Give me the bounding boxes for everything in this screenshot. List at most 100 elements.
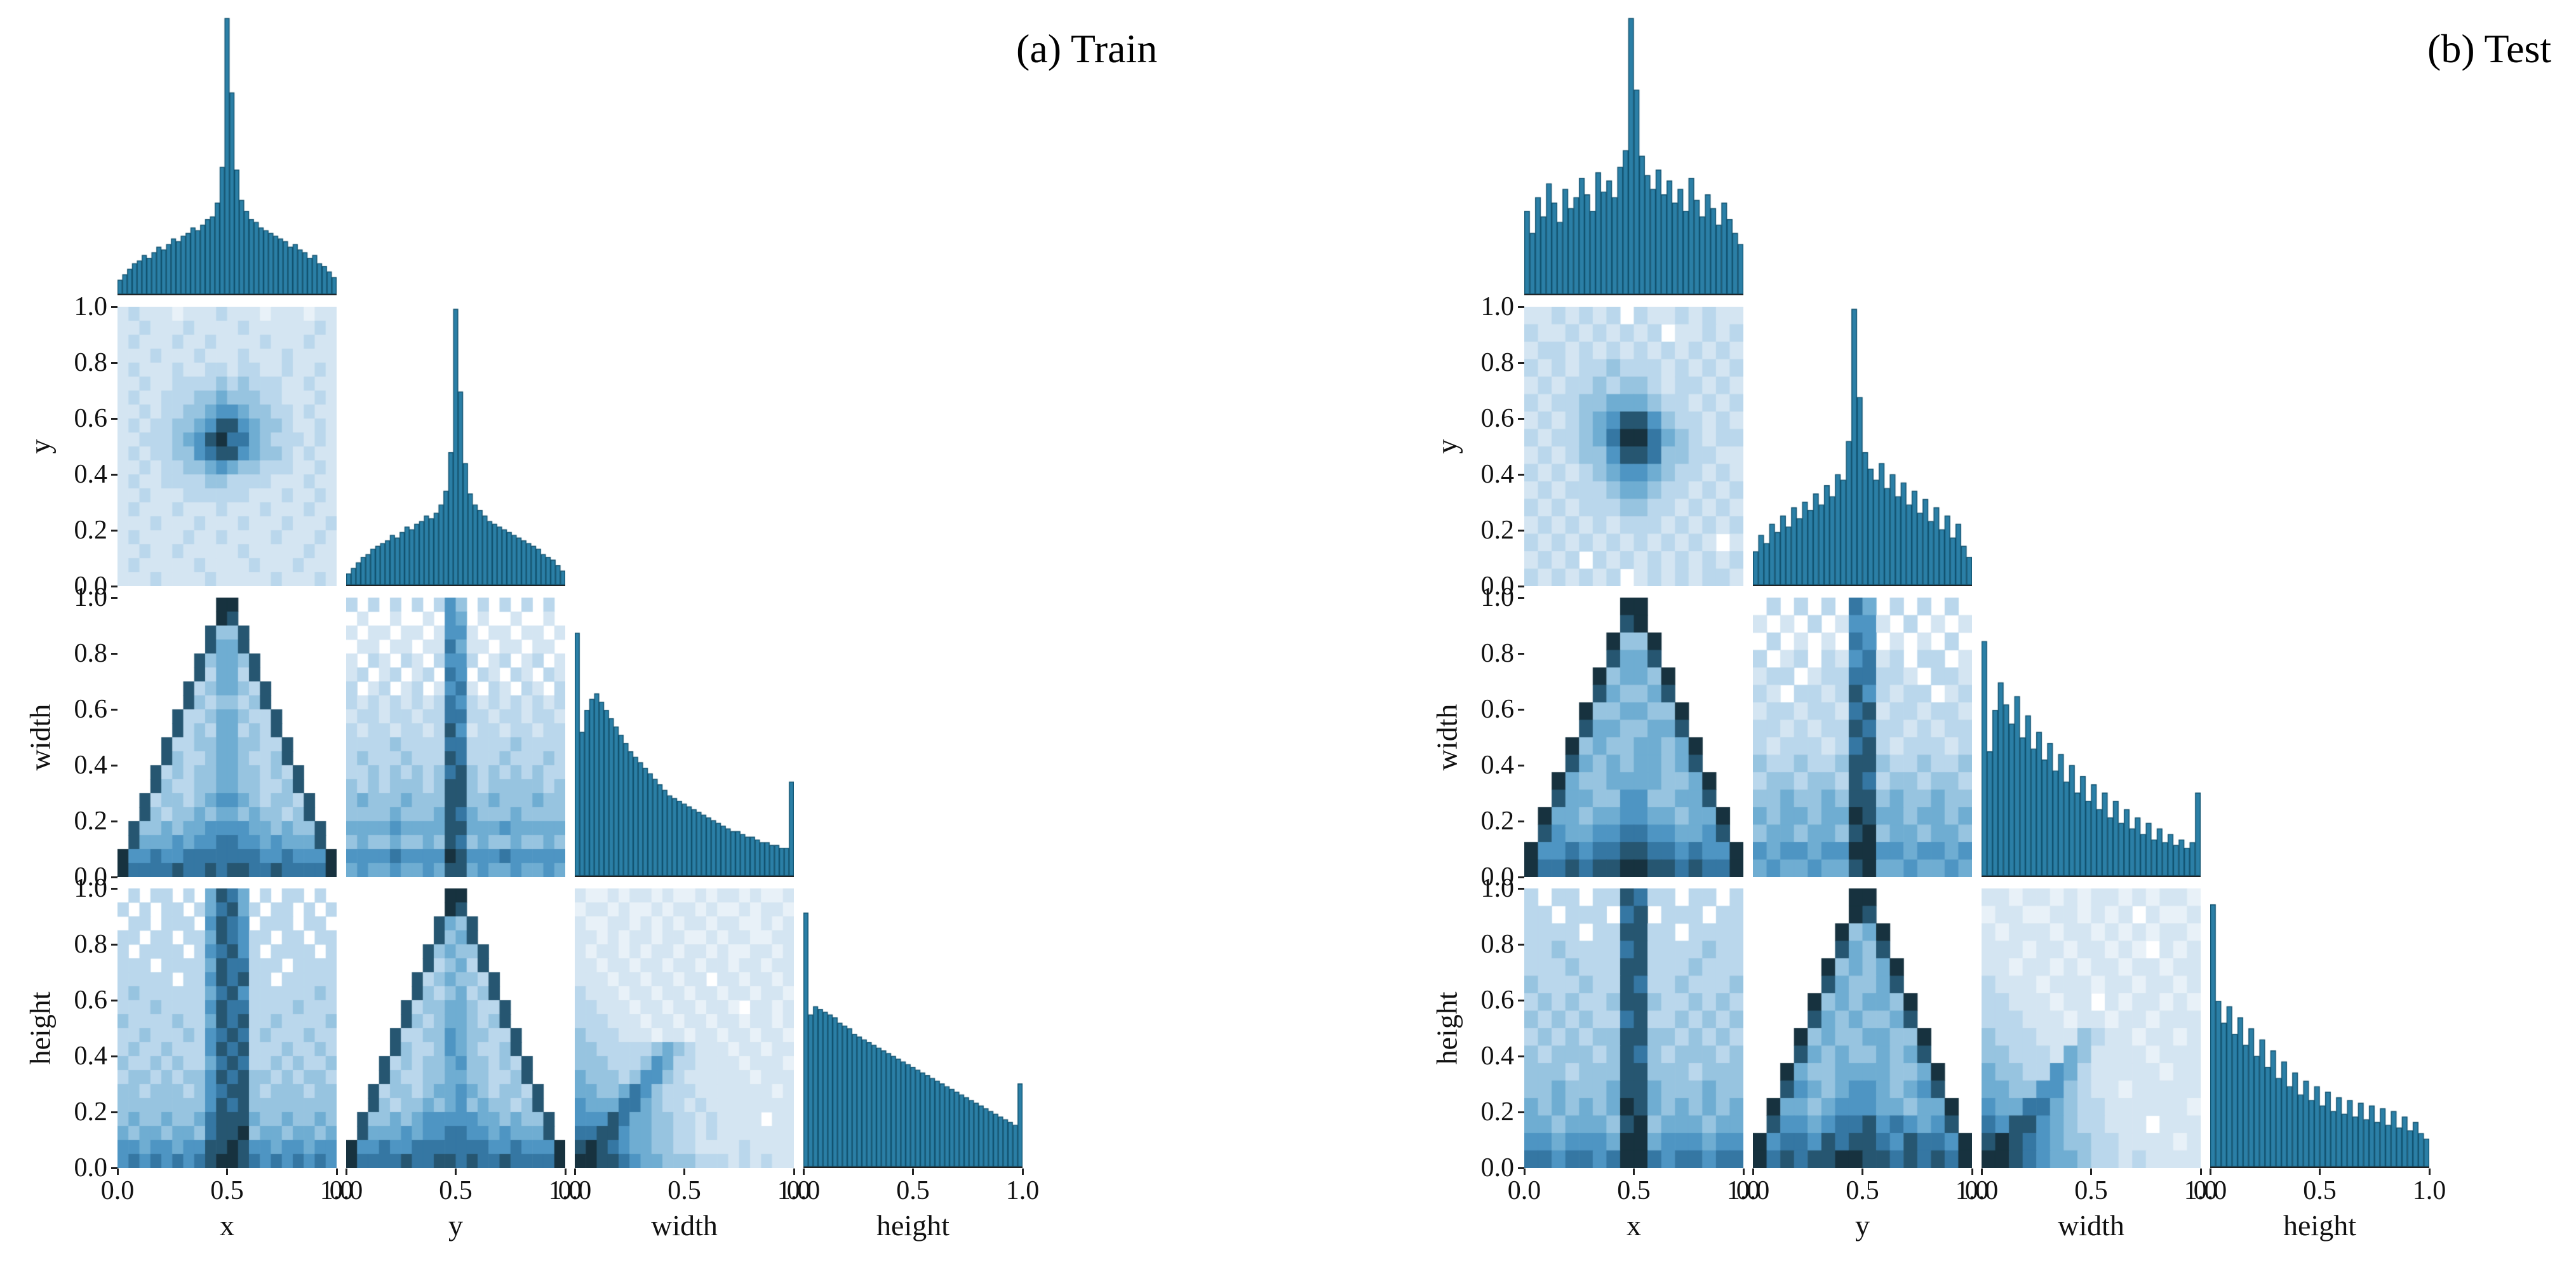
subplot-test-y-vs-x-heatmap — [1524, 307, 1743, 586]
x-tick-mark — [2428, 1169, 2431, 1175]
subplot-train-width-vs-y-heatmap — [346, 598, 565, 877]
subplot-train-height-histogram — [803, 888, 1023, 1168]
y-tick-mark — [111, 764, 117, 767]
y-tick-mark — [111, 1055, 117, 1057]
x-tick-mark — [1971, 1169, 1973, 1175]
y-tick-mark — [1518, 764, 1524, 767]
y-tick-mark — [1518, 887, 1524, 890]
x-tick-mark — [1742, 1169, 1745, 1175]
y-tick-mark — [111, 708, 117, 711]
y-tick-mark — [1518, 585, 1524, 587]
y-tick-label: 0.8 — [1480, 930, 1515, 959]
x-tick-label: 0.0 — [1736, 1176, 1770, 1205]
y-tick-label: 1.0 — [74, 292, 108, 321]
x-tick-label: 0.0 — [329, 1176, 363, 1205]
y-tick-label: 0.0 — [74, 1153, 108, 1182]
panel-title-test: (b) Test — [2427, 26, 2552, 71]
x-tick-label: 0.5 — [1846, 1176, 1879, 1205]
y-tick-mark — [1518, 652, 1524, 655]
y-tick-mark — [1518, 529, 1524, 532]
y-tick-label: 1.0 — [1480, 583, 1515, 612]
y-tick-label: 0.6 — [1480, 986, 1515, 1015]
y-tick-label: 0.2 — [1480, 1097, 1515, 1127]
y-tick-label: 0.4 — [1480, 751, 1515, 780]
y-tick-label: 0.8 — [1480, 348, 1515, 377]
x-tick-label: 0.0 — [786, 1176, 821, 1205]
x-axis-label-x: x — [220, 1209, 234, 1242]
y-tick-label: 0.0 — [1480, 862, 1515, 892]
y-tick-mark — [111, 305, 117, 308]
subplot-test-width-vs-y-heatmap — [1753, 598, 1972, 877]
y-tick-mark — [111, 361, 117, 364]
x-axis-label-width: width — [2058, 1209, 2124, 1242]
x-axis-label-height: height — [2283, 1209, 2356, 1242]
x-tick-mark — [793, 1169, 795, 1175]
x-tick-mark — [1633, 1169, 1635, 1175]
subplot-test-width-vs-x-heatmap — [1524, 598, 1743, 877]
subplot-test-x-histogram — [1524, 16, 1743, 295]
x-tick-label: 0.5 — [896, 1176, 930, 1205]
y-axis-label-width: width — [23, 704, 57, 771]
x-tick-mark — [1862, 1169, 1863, 1175]
y-tick-mark — [1518, 1167, 1524, 1169]
x-tick-label: 1.0 — [2184, 1176, 2218, 1205]
x-axis-label-width: width — [651, 1209, 718, 1242]
y-tick-mark — [111, 652, 117, 655]
subplot-train-height-vs-y-heatmap — [346, 888, 565, 1168]
subplot-test-height-vs-y-heatmap — [1753, 888, 1972, 1168]
panel-title-train: (a) Train — [1016, 26, 1158, 71]
x-tick-mark — [116, 1169, 119, 1175]
y-tick-label: 0.6 — [1480, 404, 1515, 433]
subplot-train-x-histogram — [117, 16, 337, 295]
y-tick-mark — [1518, 596, 1524, 599]
x-tick-mark — [564, 1169, 567, 1175]
x-tick-label: 1.0 — [1955, 1176, 1989, 1205]
y-tick-label: 0.2 — [1480, 807, 1515, 836]
y-tick-label: 0.8 — [74, 930, 108, 959]
y-tick-mark — [1518, 473, 1524, 476]
x-tick-label: 0.0 — [2193, 1176, 2227, 1205]
subplot-train-y-histogram — [346, 307, 565, 586]
y-axis-label-width: width — [1430, 704, 1463, 771]
y-tick-mark — [111, 585, 117, 587]
x-tick-mark — [455, 1169, 457, 1175]
y-tick-label: 0.6 — [74, 404, 108, 433]
x-tick-mark — [2199, 1169, 2202, 1175]
y-tick-label: 0.2 — [74, 807, 108, 836]
y-tick-mark — [111, 887, 117, 890]
y-tick-label: 1.0 — [1480, 292, 1515, 321]
y-tick-mark — [111, 529, 117, 532]
subplot-test-height-histogram — [2210, 888, 2429, 1168]
y-tick-label: 0.2 — [74, 1097, 108, 1127]
y-tick-label: 1.0 — [74, 874, 108, 903]
y-tick-label: 0.4 — [74, 1041, 108, 1071]
y-tick-mark — [1518, 1055, 1524, 1057]
y-tick-label: 0.6 — [1480, 695, 1515, 724]
y-tick-mark — [111, 820, 117, 822]
x-axis-label-x: x — [1627, 1209, 1641, 1242]
y-tick-mark — [1518, 999, 1524, 1001]
y-tick-label: 0.4 — [74, 751, 108, 780]
x-tick-mark — [574, 1169, 576, 1175]
y-tick-label: 0.8 — [74, 639, 108, 668]
y-axis-label-height: height — [1430, 991, 1463, 1065]
y-tick-mark — [111, 1111, 117, 1113]
y-tick-label: 0.4 — [74, 460, 108, 489]
x-tick-mark — [1752, 1169, 1754, 1175]
x-tick-mark — [912, 1169, 914, 1175]
subplot-train-height-vs-x-heatmap — [117, 888, 337, 1168]
y-tick-mark — [1518, 876, 1524, 878]
y-tick-label: 0.0 — [1480, 1153, 1515, 1182]
x-axis-label-height: height — [876, 1209, 949, 1242]
x-tick-label: 0.5 — [1617, 1176, 1651, 1205]
x-tick-label: 0.5 — [210, 1176, 244, 1205]
y-tick-mark — [1518, 417, 1524, 420]
y-tick-mark — [1518, 1111, 1524, 1113]
x-tick-label: 0.0 — [1964, 1176, 1999, 1205]
x-tick-label: 1.0 — [777, 1176, 811, 1205]
y-tick-mark — [111, 596, 117, 599]
y-tick-label: 0.4 — [1480, 460, 1515, 489]
x-axis-label-y: y — [448, 1209, 463, 1242]
x-tick-mark — [1980, 1169, 1983, 1175]
